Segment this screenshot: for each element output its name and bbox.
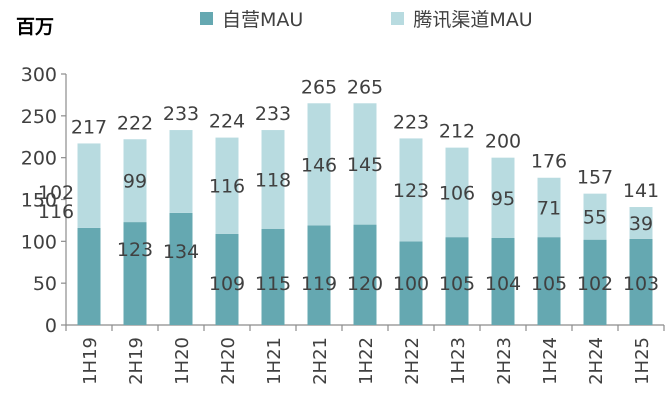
data-label-tencent-mau: 39 bbox=[629, 213, 653, 235]
data-label-tencent-mau: 146 bbox=[301, 154, 337, 176]
bar-tencent-mau-1H23 bbox=[445, 147, 469, 238]
bar-self-mau-2H20 bbox=[215, 233, 239, 325]
data-label-total: 176 bbox=[531, 151, 567, 173]
data-label-self-mau: 105 bbox=[439, 273, 475, 295]
bar-tencent-mau-2H21 bbox=[307, 103, 331, 226]
data-label-tencent-mau: 145 bbox=[347, 154, 383, 176]
y-tick-label: 200 bbox=[21, 148, 57, 170]
bar-tencent-mau-2H20 bbox=[215, 137, 239, 234]
data-label-self-mau: 103 bbox=[623, 273, 659, 295]
bar-tencent-mau-1H21 bbox=[261, 130, 285, 229]
y-tick-label: 300 bbox=[21, 64, 57, 86]
x-tick-label: 1H24 bbox=[540, 337, 561, 385]
y-tick-label: 150 bbox=[21, 190, 57, 212]
y-axis-unit-label: 百万 bbox=[16, 16, 55, 38]
bar-tencent-mau-1H22 bbox=[353, 103, 377, 225]
data-label-self-mau: 123 bbox=[117, 239, 153, 261]
data-label-tencent-mau: 102 bbox=[38, 182, 74, 204]
x-tick-label: 2H21 bbox=[310, 337, 331, 385]
x-tick-label: 1H25 bbox=[632, 337, 653, 385]
bar-self-mau-1H25 bbox=[629, 238, 653, 325]
data-label-total: 212 bbox=[439, 121, 475, 143]
data-label-total: 233 bbox=[255, 103, 291, 125]
bar-self-mau-2H23 bbox=[491, 237, 515, 325]
data-label-total: 217 bbox=[71, 116, 107, 138]
data-label-tencent-mau: 116 bbox=[209, 176, 245, 198]
data-label-tencent-mau: 123 bbox=[393, 180, 429, 202]
bar-tencent-mau-1H25 bbox=[629, 207, 653, 239]
data-label-tencent-mau: 118 bbox=[255, 169, 291, 191]
data-label-total: 224 bbox=[209, 111, 245, 133]
bar-tencent-mau-2H22 bbox=[399, 138, 423, 242]
bar-self-mau-1H20 bbox=[169, 212, 193, 325]
legend-label-tencent-mau: 腾讯渠道MAU bbox=[413, 8, 533, 31]
bar-self-mau-2H19 bbox=[123, 222, 147, 325]
data-label-tencent-mau: 106 bbox=[439, 182, 475, 204]
legend-label-self-mau: 自营MAU bbox=[222, 8, 304, 31]
bar-self-mau-1H22 bbox=[353, 224, 377, 325]
data-label-total: 200 bbox=[485, 131, 521, 153]
x-tick-label: 1H22 bbox=[356, 337, 377, 385]
chart-legend: 自营MAU 腾讯渠道MAU bbox=[200, 5, 621, 32]
data-label-self-mau: 120 bbox=[347, 273, 383, 295]
data-label-total: 222 bbox=[117, 112, 153, 134]
bar-tencent-mau-1H20 bbox=[169, 130, 193, 213]
data-label-self-mau: 104 bbox=[485, 273, 521, 295]
bar-tencent-mau-2H24 bbox=[583, 193, 607, 240]
data-label-self-mau: 115 bbox=[255, 273, 291, 295]
x-tick-label: 2H22 bbox=[402, 337, 423, 385]
data-label-self-mau: 105 bbox=[531, 273, 567, 295]
bar-tencent-mau-2H23 bbox=[491, 157, 515, 238]
data-label-self-mau: 109 bbox=[209, 273, 245, 295]
data-label-self-mau: 116 bbox=[38, 201, 74, 223]
bar-self-mau-2H24 bbox=[583, 239, 607, 325]
y-tick-label: 50 bbox=[33, 273, 57, 295]
data-label-total: 265 bbox=[347, 76, 383, 98]
data-label-total: 223 bbox=[393, 111, 429, 133]
data-label-total: 265 bbox=[301, 76, 337, 98]
legend-item-tencent-mau: 腾讯渠道MAU bbox=[391, 5, 533, 32]
legend-swatch-self-mau bbox=[200, 11, 213, 25]
x-tick-label: 2H24 bbox=[586, 337, 607, 385]
data-label-self-mau: 100 bbox=[393, 273, 429, 295]
data-label-self-mau: 119 bbox=[301, 273, 337, 295]
bar-tencent-mau-1H24 bbox=[537, 177, 561, 238]
y-tick-label: 250 bbox=[21, 106, 57, 128]
data-label-tencent-mau: 99 bbox=[123, 171, 147, 193]
data-label-tencent-mau: 55 bbox=[583, 207, 607, 229]
bar-self-mau-1H21 bbox=[261, 228, 285, 325]
bar-tencent-mau-1H19 bbox=[77, 143, 101, 228]
x-tick-label: 1H19 bbox=[80, 337, 101, 385]
x-tick-label: 2H20 bbox=[218, 337, 239, 385]
bar-self-mau-1H23 bbox=[445, 237, 469, 325]
legend-swatch-tencent-mau bbox=[391, 11, 405, 25]
data-label-tencent-mau: 71 bbox=[537, 197, 561, 219]
bar-tencent-mau-2H19 bbox=[123, 139, 147, 223]
x-tick-label: 1H20 bbox=[172, 337, 193, 385]
data-label-total: 157 bbox=[577, 167, 613, 189]
x-tick-label: 2H23 bbox=[494, 337, 515, 385]
bar-self-mau-1H24 bbox=[537, 237, 561, 325]
data-label-tencent-mau: 95 bbox=[491, 188, 515, 210]
y-tick-label: 0 bbox=[45, 315, 57, 337]
legend-item-self-mau: 自营MAU bbox=[200, 5, 303, 32]
bar-self-mau-2H22 bbox=[399, 241, 423, 325]
x-tick-label: 1H21 bbox=[264, 337, 285, 385]
y-tick-label: 100 bbox=[21, 231, 57, 253]
x-tick-label: 2H19 bbox=[126, 337, 147, 385]
data-label-total: 233 bbox=[163, 103, 199, 125]
bar-self-mau-1H19 bbox=[77, 227, 101, 325]
data-label-self-mau: 102 bbox=[577, 273, 613, 295]
x-tick-label: 1H23 bbox=[448, 337, 469, 385]
bar-self-mau-2H21 bbox=[307, 225, 331, 325]
data-label-total: 141 bbox=[623, 180, 659, 202]
data-label-self-mau: 134 bbox=[163, 241, 199, 263]
